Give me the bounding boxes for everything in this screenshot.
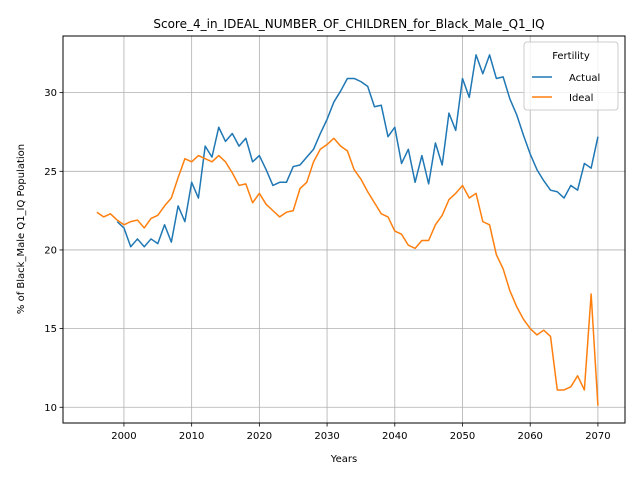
- y-axis-label: % of Black_Male Q1_IQ Population: [16, 144, 27, 314]
- x-tick-label: 2070: [585, 431, 610, 442]
- chart-title: Score_4_in_IDEAL_NUMBER_OF_CHILDREN_for_…: [153, 17, 544, 31]
- x-tick-label: 2010: [179, 431, 204, 442]
- x-tick-label: 2020: [247, 431, 272, 442]
- series-lines: [96, 54, 599, 406]
- legend-box: [523, 41, 619, 111]
- series-line-actual: [116, 54, 599, 248]
- legend-label-ideal: Ideal: [569, 93, 593, 104]
- y-tick-label: 25: [44, 167, 57, 178]
- legend-label-actual: Actual: [569, 73, 600, 84]
- legend: Fertility Actual Ideal: [523, 41, 619, 111]
- y-tick-label: 10: [44, 403, 57, 414]
- plot-area-frame: [62, 35, 626, 424]
- y-axis-ticks: 10 15 20 25 30: [44, 88, 63, 414]
- x-tick-label: 2060: [517, 431, 542, 442]
- y-tick-label: 15: [44, 324, 57, 335]
- x-axis-ticks: 2000 2010 2020 2030 2040 2050 2060 2070: [111, 423, 611, 442]
- series-line-ideal: [96, 137, 599, 406]
- x-axis-label: Years: [330, 454, 357, 465]
- legend-title: Fertility: [552, 51, 590, 62]
- x-tick-label: 2000: [111, 431, 136, 442]
- x-tick-label: 2030: [314, 431, 339, 442]
- y-tick-label: 20: [44, 245, 57, 256]
- x-tick-label: 2050: [450, 431, 475, 442]
- x-tick-label: 2040: [382, 431, 407, 442]
- y-tick-label: 30: [44, 88, 57, 99]
